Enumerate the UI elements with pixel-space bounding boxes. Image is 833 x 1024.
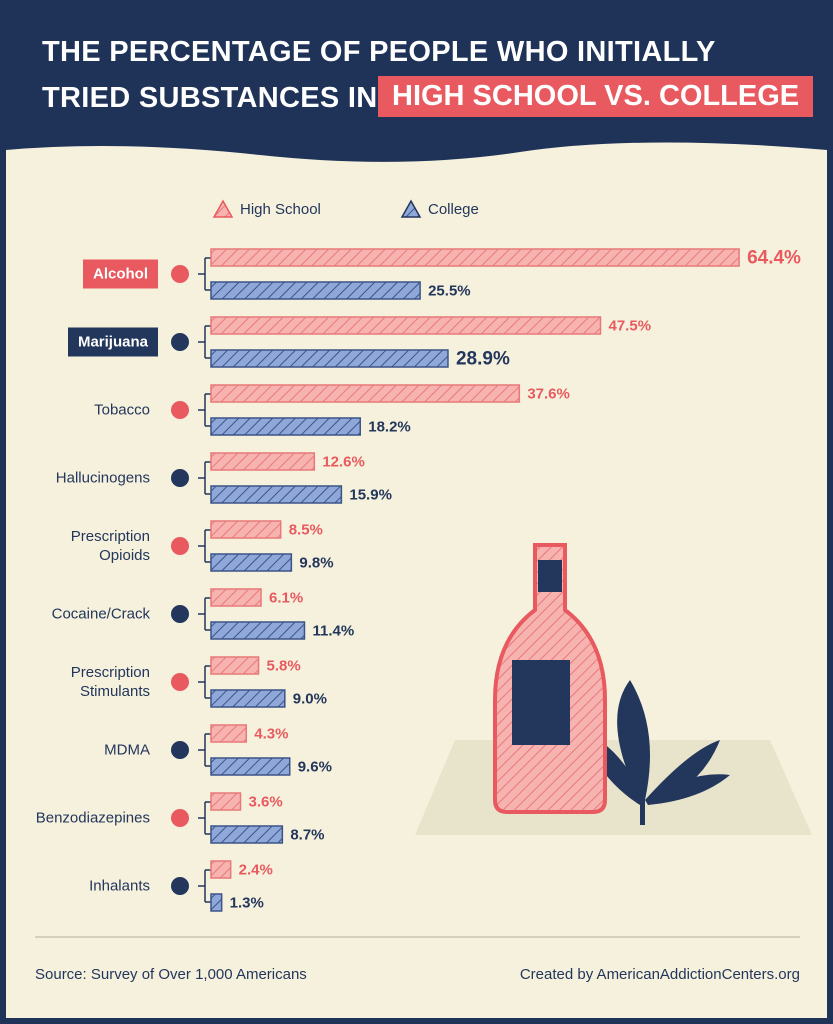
bracket: [198, 665, 211, 699]
bar: [210, 553, 293, 572]
value-label: 9.8%: [299, 554, 333, 571]
category-label: Benzodiazepines: [35, 809, 150, 827]
icon: [171, 741, 189, 759]
title-highlight: HIGH SCHOOL VS. COLLEGE: [378, 76, 814, 117]
icon: [171, 333, 189, 351]
legend-swatch: [400, 199, 422, 218]
value-label: 9.0%: [293, 690, 327, 707]
bracket: [198, 733, 211, 767]
bar: [210, 860, 232, 879]
value-label: 8.5%: [289, 521, 323, 538]
value-label: 25.5%: [428, 282, 471, 299]
value-label: 47.5%: [609, 317, 652, 334]
legend-label: High School: [240, 201, 321, 218]
bar: [210, 621, 306, 640]
bar: [210, 281, 421, 300]
credit: Created by AmericanAddictionCenters.org: [519, 966, 800, 983]
icon: [171, 265, 189, 283]
category-label: Prescription Opioids: [70, 528, 150, 564]
category-label: MDMA: [104, 741, 150, 759]
bar: [210, 757, 291, 776]
value-label: 64.4%: [747, 248, 801, 269]
value-label: 4.3%: [254, 725, 288, 742]
value-label: 15.9%: [349, 486, 392, 503]
bar: [210, 588, 262, 607]
icon: [171, 469, 189, 487]
legend-swatch: [212, 199, 234, 218]
value-label: 8.7%: [290, 826, 324, 843]
decor-bottle: [493, 543, 607, 814]
category-label: Tobacco: [94, 401, 150, 419]
bar: [210, 349, 449, 368]
category-label: Inhalants: [89, 877, 150, 895]
bracket: [198, 597, 211, 631]
bar: [210, 384, 521, 403]
bar: [210, 485, 343, 504]
bar: [210, 825, 284, 844]
bracket: [198, 393, 211, 427]
bracket: [198, 461, 211, 495]
category-label: Prescription Stimulants: [70, 664, 150, 700]
category-label: Alcohol: [83, 259, 158, 289]
value-label: 3.6%: [249, 793, 283, 810]
bar: [210, 893, 223, 912]
bar: [210, 452, 316, 471]
bar: [210, 724, 248, 743]
value-label: 37.6%: [527, 385, 570, 402]
bar: [210, 248, 740, 267]
bracket: [198, 529, 211, 563]
bar: [210, 316, 602, 335]
value-label: 11.4%: [312, 622, 354, 639]
value-label: 1.3%: [230, 894, 264, 911]
bar: [210, 656, 260, 675]
value-label: 9.6%: [298, 758, 332, 775]
value-label: 12.6%: [322, 453, 365, 470]
category-label: Cocaine/Crack: [51, 605, 150, 623]
title-line: THE PERCENTAGE OF PEOPLE WHO INITIALLY: [42, 36, 716, 68]
bracket: [198, 257, 211, 291]
bracket: [198, 869, 211, 903]
bar: [210, 520, 282, 539]
bar: [210, 417, 361, 436]
bracket: [198, 801, 211, 835]
bar: [210, 689, 286, 708]
value-label: 2.4%: [239, 861, 273, 878]
icon: [171, 809, 189, 827]
value-label: 6.1%: [269, 589, 303, 606]
icon: [171, 537, 189, 555]
icon: [171, 401, 189, 419]
icon: [171, 673, 189, 691]
icon: [171, 605, 189, 623]
bracket: [198, 325, 211, 359]
value-label: 5.8%: [267, 657, 301, 674]
value-label: 18.2%: [368, 418, 411, 435]
legend-label: College: [428, 201, 479, 218]
bar: [210, 792, 242, 811]
category-label: Marijuana: [67, 327, 158, 357]
value-label: 28.9%: [456, 349, 510, 370]
title-line: TRIED SUBSTANCES IN: [42, 82, 378, 114]
source: Source: Survey of Over 1,000 Americans: [35, 966, 307, 983]
category-label: Hallucinogens: [55, 469, 150, 487]
icon: [171, 877, 189, 895]
